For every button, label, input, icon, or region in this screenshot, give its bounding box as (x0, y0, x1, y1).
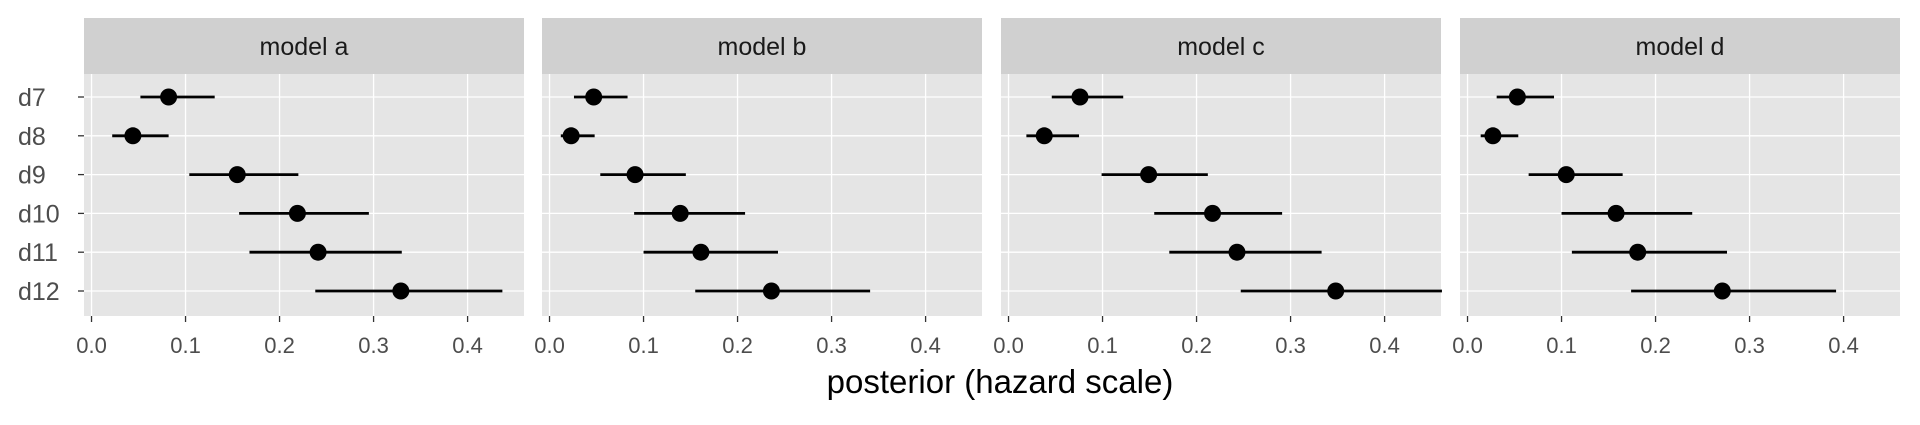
panel-3-point-d10 (1204, 204, 1222, 222)
y-tick-label-d9: d9 (18, 162, 46, 190)
panel-3-point-d9 (1140, 166, 1158, 184)
panel-1-point-d8 (124, 127, 142, 145)
panel-3-point-d11 (1228, 243, 1246, 261)
panel-3-xtick-label-0: 0.0 (993, 333, 1024, 358)
panel-4-xtick-label-2: 0.2 (1640, 333, 1671, 358)
panel-2-xtick-label-3: 0.3 (816, 333, 847, 358)
panel-2-point-d7 (585, 88, 603, 106)
panel-1-point-d9 (228, 166, 246, 184)
panel-1-strip-title: model a (260, 33, 349, 61)
panel-4-point-d12 (1713, 282, 1731, 300)
y-tick-label-d7: d7 (18, 84, 46, 112)
panel-2-strip (542, 18, 982, 74)
panel-3-xtick-label-3: 0.3 (1275, 333, 1306, 358)
panel-4-xtick-label-0: 0.0 (1452, 333, 1483, 358)
panel-3-background (1001, 74, 1441, 316)
panel-1-background (84, 74, 524, 316)
panel-3-point-d8 (1035, 127, 1053, 145)
panel-2-background (542, 74, 982, 316)
panel-4-xtick-label-3: 0.3 (1734, 333, 1765, 358)
panel-2-point-d9 (626, 166, 644, 184)
x-axis-title: posterior (hazard scale) (827, 363, 1174, 400)
panel-3-point-d7 (1071, 88, 1089, 106)
panel-3-strip-title: model c (1177, 33, 1265, 61)
panel-1-xtick-label-4: 0.4 (452, 333, 483, 358)
panel-4-strip-title: model d (1636, 33, 1725, 61)
panel-2-point-d11 (692, 243, 710, 261)
panel-3-strip (1001, 18, 1441, 74)
panel-4-point-d10 (1607, 204, 1625, 222)
y-tick-label-d10: d10 (18, 200, 60, 228)
y-tick-label-d12: d12 (18, 278, 60, 306)
panel-1-point-d12 (392, 282, 410, 300)
panel-2-point-d8 (562, 127, 580, 145)
panel-3-xtick-label-2: 0.2 (1181, 333, 1212, 358)
panel-4-point-d8 (1484, 127, 1502, 145)
panel-1-point-d10 (288, 204, 306, 222)
panel-2-xtick-label-2: 0.2 (722, 333, 753, 358)
panel-1-point-d11 (309, 243, 327, 261)
y-tick-label-d11: d11 (18, 239, 58, 267)
panel-1-xtick-label-0: 0.0 (76, 333, 107, 358)
panel-4-xtick-label-1: 0.1 (1546, 333, 1577, 358)
panel-2-point-d10 (671, 204, 689, 222)
panel-2-xtick-label-0: 0.0 (534, 333, 565, 358)
panel-4-strip (1460, 18, 1900, 74)
panel-2-xtick-label-1: 0.1 (628, 333, 659, 358)
panel-3-xtick-label-1: 0.1 (1087, 333, 1118, 358)
panel-1-xtick-label-3: 0.3 (358, 333, 389, 358)
panel-2-point-d12 (762, 282, 780, 300)
panel-2-xtick-label-4: 0.4 (910, 333, 941, 358)
panel-4-point-d11 (1629, 243, 1647, 261)
panel-1-point-d7 (160, 88, 178, 106)
panel-1-strip (84, 18, 524, 74)
panel-2-strip-title: model b (718, 33, 807, 61)
panel-3-xtick-label-4: 0.4 (1369, 333, 1400, 358)
panel-4-point-d9 (1557, 166, 1575, 184)
panel-3-point-d12 (1327, 282, 1345, 300)
panel-1-xtick-label-1: 0.1 (170, 333, 201, 358)
panel-4-point-d7 (1508, 88, 1526, 106)
panel-1-xtick-label-2: 0.2 (264, 333, 295, 358)
panel-4-xtick-label-4: 0.4 (1828, 333, 1859, 358)
panel-4-background (1460, 74, 1900, 316)
y-tick-label-d8: d8 (18, 123, 46, 151)
